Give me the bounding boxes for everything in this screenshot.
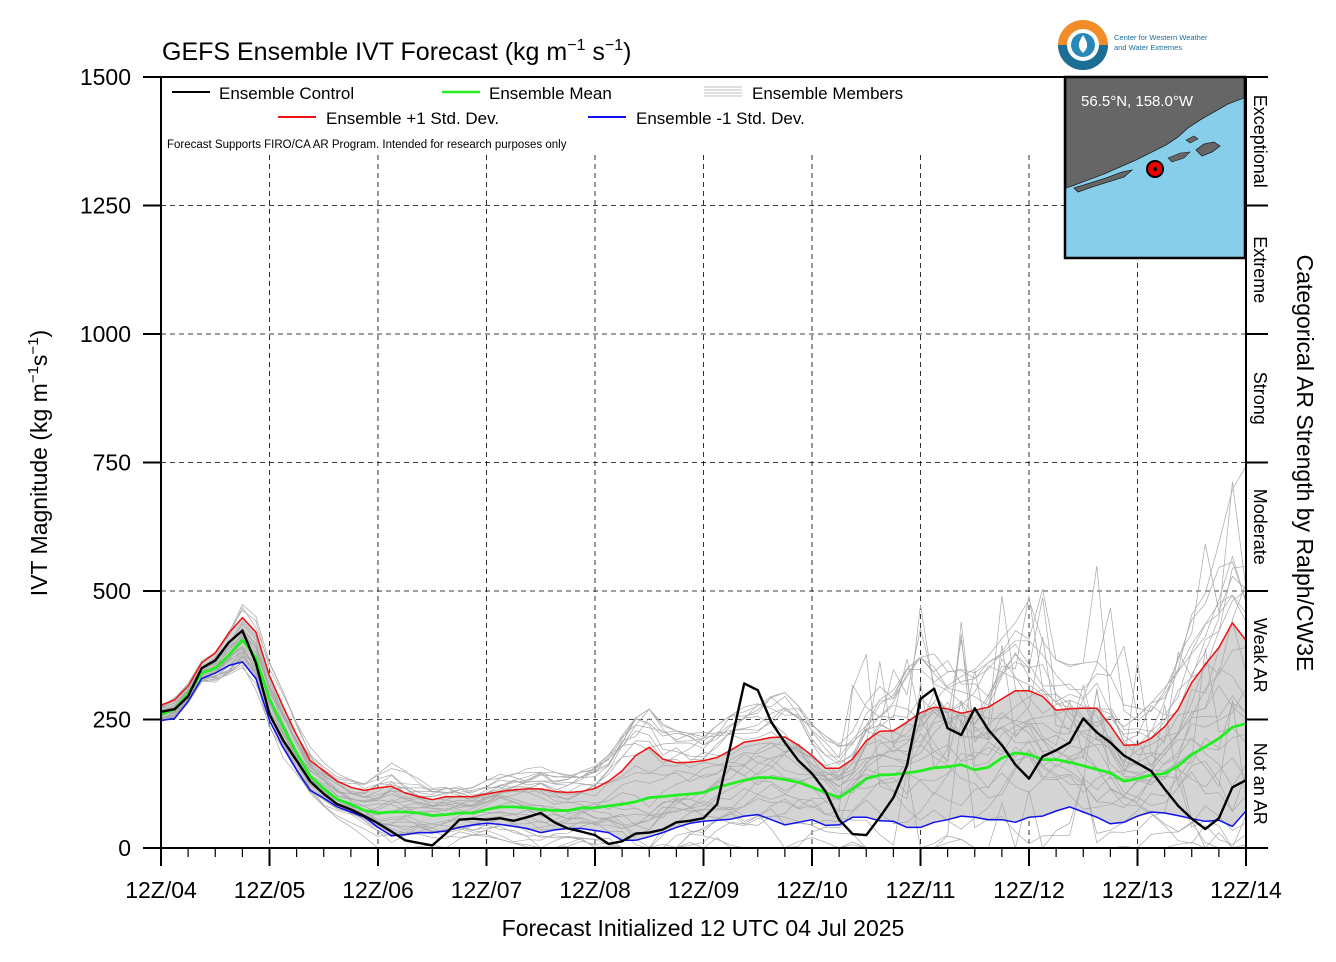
coast-islands [1167, 135, 1199, 163]
y-tick-label: 1500 [80, 64, 131, 90]
ensemble-member-line [161, 597, 1246, 812]
y-tick-label: 1250 [80, 193, 131, 219]
x-tick-label: 12Z/06 [342, 877, 414, 903]
ensemble-member-line [161, 609, 1246, 797]
ensemble-member-line [161, 620, 1246, 795]
y-tick-label: 1000 [80, 321, 131, 347]
y-tick-label: 250 [93, 707, 131, 733]
category-label: Exceptional [1250, 95, 1270, 188]
x-tick-label: 12Z/04 [125, 877, 197, 903]
std-dev-envelope [161, 617, 1246, 841]
ensemble-member-line [161, 636, 1246, 807]
kodiak-island [1195, 141, 1221, 157]
legend-minus-std: Ensemble -1 Std. Dev. [636, 109, 805, 128]
legend: Ensemble Control Ensemble Mean Ensemble … [167, 84, 903, 151]
category-label: Moderate [1250, 489, 1270, 565]
y-axis-label: IVT Magnitude (kg m−1s−1) [25, 330, 52, 596]
y-tick-label: 500 [93, 578, 131, 604]
right-axis-label: Categorical AR Strength by Ralph/CW3E [1292, 255, 1318, 672]
legend-plus-std: Ensemble +1 Std. Dev. [326, 109, 499, 128]
x-tick-label: 12Z/11 [886, 877, 956, 903]
control-line [161, 629, 1246, 847]
ensemble-member-line [161, 606, 1246, 848]
legend-control: Ensemble Control [219, 84, 354, 103]
x-tick-label: 12Z/14 [1210, 877, 1282, 903]
mean-line [161, 638, 1246, 817]
category-label: Weak AR [1250, 618, 1270, 693]
plus-std-line [161, 616, 1246, 801]
x-tick-label: 12Z/10 [776, 877, 848, 903]
cw3e-logo: Center for Western Weather and Water Ext… [1058, 20, 1208, 70]
category-label: Extreme [1250, 236, 1270, 303]
ensemble-member-line [161, 661, 1246, 848]
x-axis-label: Forecast Initialized 12 UTC 04 Jul 2025 [502, 915, 905, 941]
ensemble-member-line [161, 654, 1246, 831]
x-axis-ticks: 12Z/04 12Z/05 12Z/06 12Z/07 12Z/08 12Z/09 12Z/… [125, 848, 1282, 903]
ensemble-member-line [161, 543, 1246, 821]
x-tick-label: 12Z/12 [993, 877, 1065, 903]
ensemble-member-line [161, 628, 1246, 798]
ensemble-member-line [161, 633, 1246, 826]
alaska-mainland [1066, 77, 1244, 189]
legend-mean: Ensemble Mean [489, 84, 612, 103]
x-tick-label: 12Z/07 [451, 877, 523, 903]
minus-std-line [161, 661, 1246, 842]
category-label: Not an AR [1250, 743, 1270, 825]
research-note: Forecast Supports FIRO/CA AR Program. In… [167, 139, 567, 151]
legend-members: Ensemble Members [752, 84, 903, 103]
x-tick-label: 12Z/05 [234, 877, 306, 903]
ensemble-member-line [161, 595, 1246, 798]
y-axis-ticks: 0 250 500 750 1000 1250 1500 [80, 64, 161, 861]
peninsula-tip [1073, 169, 1134, 193]
ensemble-member-line [161, 651, 1246, 848]
map-location-label: 56.5°N, 158.0°W [1081, 93, 1194, 110]
chart-title: GEFS Ensemble IVT Forecast (kg m−1 s−1) [162, 37, 632, 66]
x-tick-label: 12Z/08 [559, 877, 631, 903]
ensemble-member-line [161, 656, 1246, 848]
ar-category-labels: Not an AR Weak AR Moderate Strong Extreme Exc… [1246, 76, 1270, 849]
logo-text-line2: and Water Extremes [1114, 43, 1182, 52]
logo-text-line1: Center for Western Weather [1114, 33, 1208, 42]
inset-map: 56.5°N, 158.0°W [1063, 75, 1247, 260]
category-label: Strong [1250, 372, 1270, 425]
y-tick-label: 0 [118, 835, 131, 861]
y-tick-label: 750 [93, 450, 131, 476]
ensemble-member-line [161, 565, 1246, 808]
series-lines [161, 616, 1246, 847]
x-tick-label: 12Z/09 [668, 877, 740, 903]
ensemble-member-line [161, 653, 1246, 848]
x-tick-label: 12Z/13 [1102, 877, 1174, 903]
